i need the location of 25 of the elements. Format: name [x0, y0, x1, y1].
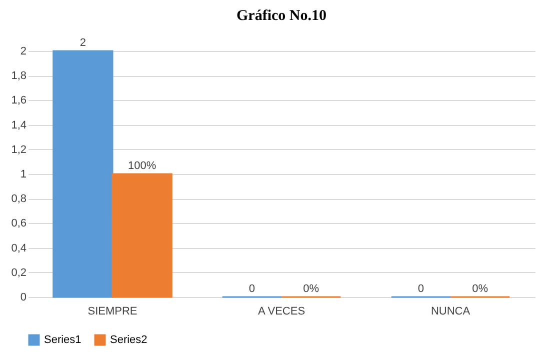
x-tick-label: A VECES	[258, 306, 306, 318]
data-label: 0%	[303, 283, 320, 295]
x-tick-label: NUNCA	[430, 306, 471, 318]
chart-title: Gráfico No.10	[236, 8, 326, 24]
y-tick-label: 2	[20, 46, 26, 58]
y-tick-label: 1,8	[11, 70, 26, 82]
y-tick-label: 0,8	[11, 193, 26, 206]
y-tick-label: 0,4	[11, 242, 26, 254]
legend-label: Series1	[44, 334, 82, 346]
y-tick-label: 1,6	[11, 94, 26, 107]
data-label: 0%	[472, 283, 488, 295]
y-tick-label: 1	[20, 168, 26, 180]
legend-label: Series2	[110, 334, 148, 346]
data-label: 0	[248, 283, 255, 295]
bar	[52, 50, 114, 298]
y-tick-label: 1,2	[11, 144, 26, 156]
bar	[112, 173, 172, 298]
y-tick-label: 1,4	[11, 119, 26, 132]
data-label: 100%	[128, 160, 156, 172]
y-tick-label: 0,2	[11, 266, 26, 279]
y-tick-label: 0	[20, 292, 26, 304]
y-tick-label: 0,6	[11, 218, 26, 230]
data-label: 2	[80, 37, 86, 49]
x-tick-label: SIEMPRE	[88, 306, 138, 318]
data-label: 0	[418, 283, 424, 295]
